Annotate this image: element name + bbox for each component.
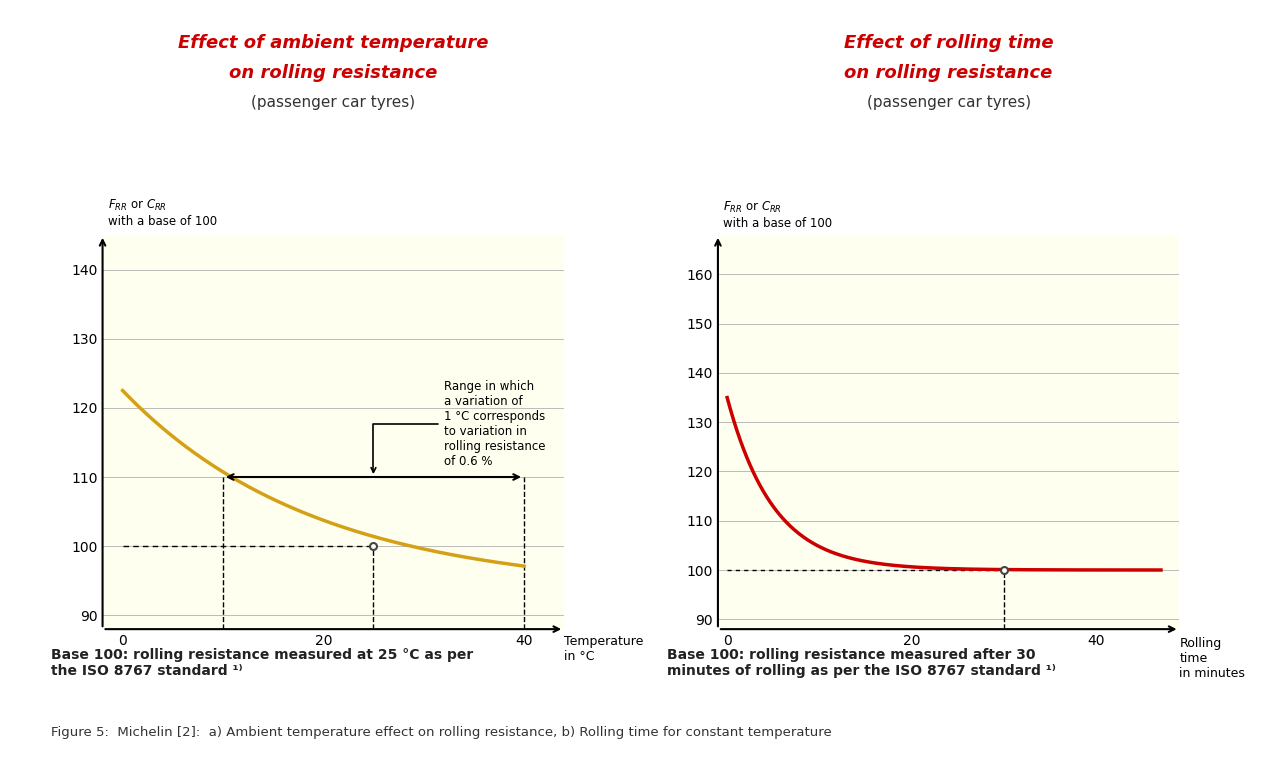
Text: Temperature
in °C: Temperature in °C <box>564 634 644 662</box>
Text: Effect of rolling time: Effect of rolling time <box>844 34 1054 52</box>
Text: (passenger car tyres): (passenger car tyres) <box>251 95 415 110</box>
Text: $F_{RR}$ or $C_{RR}$
with a base of 100: $F_{RR}$ or $C_{RR}$ with a base of 100 <box>723 200 832 230</box>
Text: on rolling resistance: on rolling resistance <box>845 64 1053 83</box>
Text: on rolling resistance: on rolling resistance <box>229 64 437 83</box>
Text: Base 100: rolling resistance measured after 30
minutes of rolling as per the ISO: Base 100: rolling resistance measured af… <box>667 648 1055 678</box>
Text: Figure 5:  Michelin [2]:  a) Ambient temperature effect on rolling resistance, b: Figure 5: Michelin [2]: a) Ambient tempe… <box>51 726 832 739</box>
Text: Rolling
time
in minutes: Rolling time in minutes <box>1179 637 1245 679</box>
Text: Effect of ambient temperature: Effect of ambient temperature <box>178 34 488 52</box>
Text: Base 100: rolling resistance measured at 25 °C as per
the ISO 8767 standard ¹⁾: Base 100: rolling resistance measured at… <box>51 648 473 678</box>
Text: Range in which
a variation of
1 °C corresponds
to variation in
rolling resistanc: Range in which a variation of 1 °C corre… <box>370 381 545 472</box>
Text: (passenger car tyres): (passenger car tyres) <box>867 95 1031 110</box>
Text: $F_{RR}$ or $C_{RR}$
with a base of 100: $F_{RR}$ or $C_{RR}$ with a base of 100 <box>108 198 217 228</box>
